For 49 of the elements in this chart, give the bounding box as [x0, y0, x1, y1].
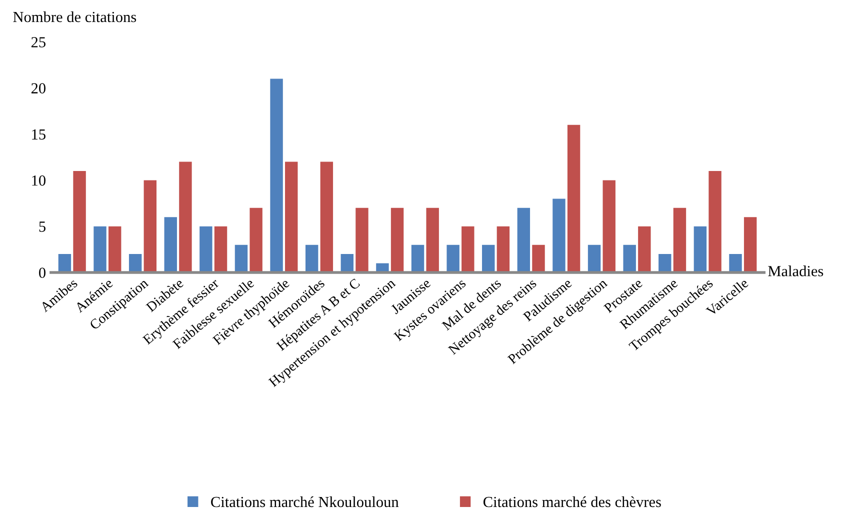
bar: [567, 124, 580, 272]
bar: [305, 244, 318, 272]
bar: [179, 162, 192, 272]
bar: [73, 171, 86, 272]
bar: [390, 208, 404, 272]
y-tick-label: 5: [39, 222, 46, 232]
legend-label: Citations marché Nkoulouloun: [211, 496, 399, 508]
bar: [532, 244, 545, 272]
bar: [250, 208, 262, 272]
y-tick-label: 25: [31, 37, 46, 48]
y-tick-label: 10: [32, 175, 46, 186]
bar: [588, 244, 601, 272]
bar: [426, 208, 439, 272]
bar: [638, 226, 651, 272]
bar: [108, 226, 122, 272]
bar: [729, 254, 742, 272]
bar: [340, 254, 354, 272]
bar: [496, 226, 510, 272]
bar: [58, 254, 72, 272]
bar: [356, 208, 368, 272]
bar: [552, 198, 566, 272]
bar: [658, 254, 672, 272]
bar: [320, 162, 334, 272]
y-tick-label: 20: [31, 83, 46, 94]
bar: [623, 244, 636, 272]
bar: [744, 217, 757, 272]
bar: [144, 180, 156, 272]
legend-label: Citations marché des chèvres: [483, 496, 661, 508]
bar: [411, 244, 424, 272]
bar: [517, 208, 530, 272]
bar: [285, 162, 298, 272]
bar: [673, 208, 686, 272]
x-axis-title: Maladies: [768, 266, 824, 276]
bar: [708, 171, 722, 272]
y-tick-label: 0: [39, 268, 46, 278]
bar: [200, 226, 212, 272]
bar: [164, 217, 177, 272]
bar: [462, 226, 474, 272]
bar: [602, 180, 616, 272]
bar: [446, 244, 460, 272]
y-axis-title: Nombre de citations: [13, 11, 136, 22]
bar: [94, 226, 106, 272]
bar: [270, 78, 283, 272]
bar: [128, 254, 142, 272]
y-tick-label: 15: [32, 129, 46, 140]
bar: [694, 226, 707, 272]
bar: [482, 244, 495, 272]
bar: [234, 244, 248, 272]
bar: [214, 226, 228, 272]
